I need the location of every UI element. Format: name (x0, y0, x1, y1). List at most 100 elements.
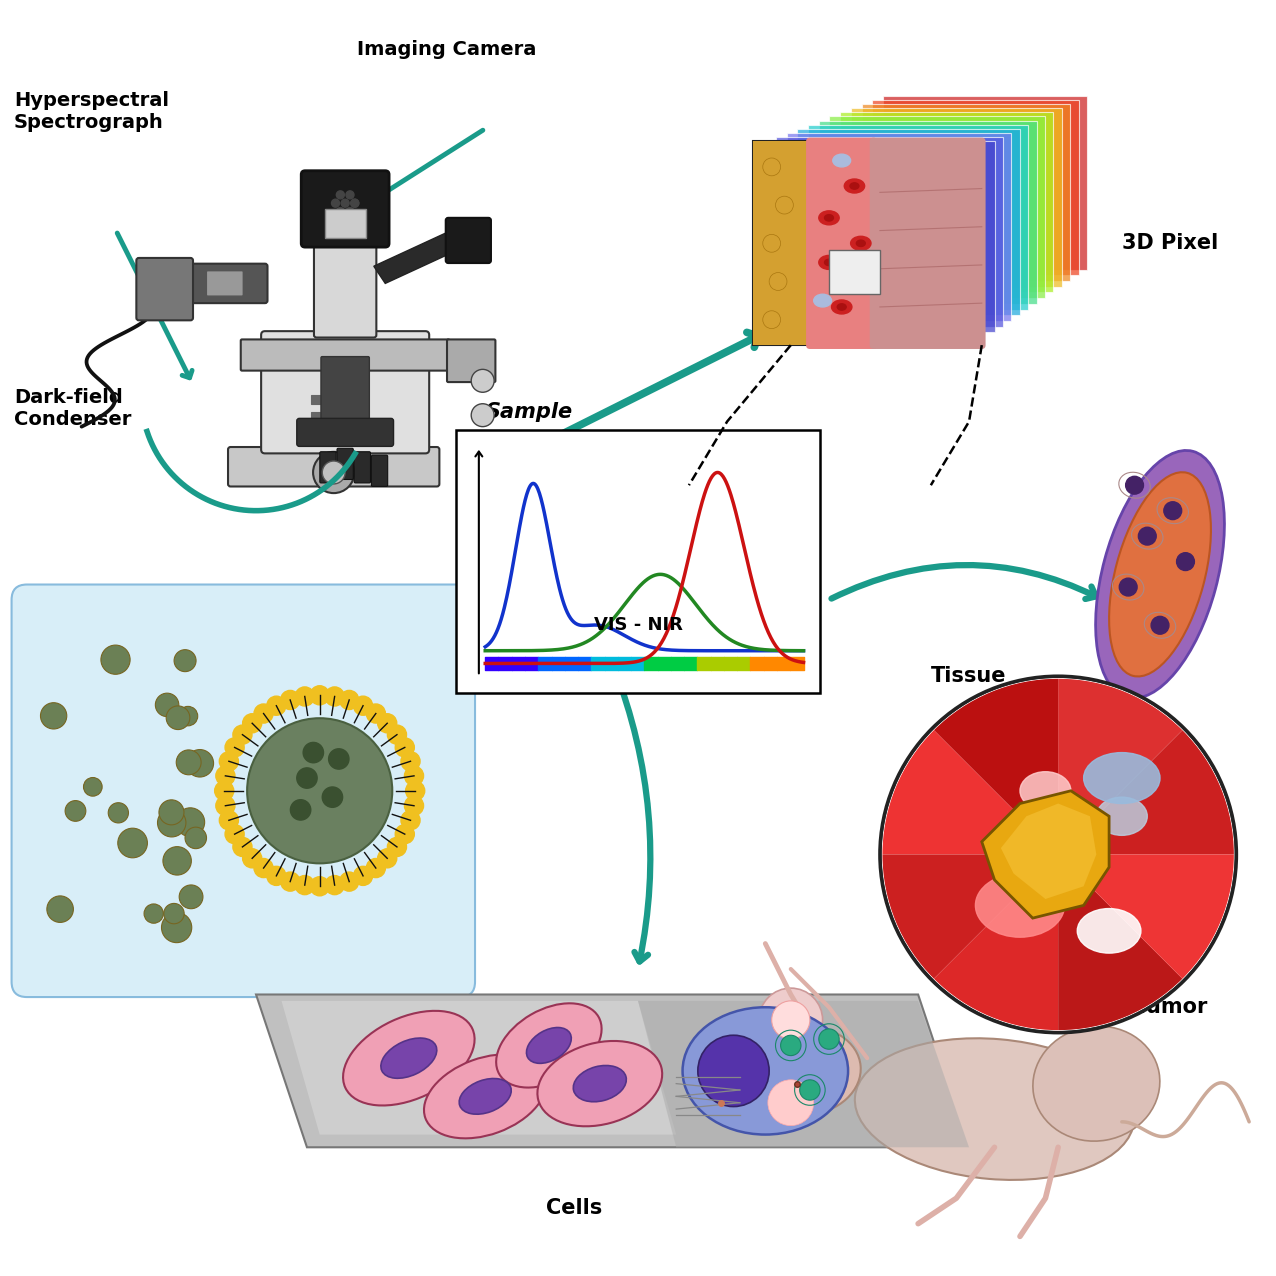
Circle shape (406, 781, 425, 800)
Circle shape (216, 767, 235, 786)
Circle shape (401, 810, 420, 829)
FancyBboxPatch shape (182, 264, 268, 304)
Text: 3D Pixel: 3D Pixel (1122, 234, 1219, 254)
Circle shape (267, 697, 286, 716)
Circle shape (254, 859, 273, 878)
Circle shape (41, 703, 66, 729)
Circle shape (401, 752, 420, 771)
Circle shape (65, 800, 85, 822)
FancyBboxPatch shape (808, 125, 1028, 310)
Circle shape (310, 877, 329, 896)
Circle shape (281, 690, 300, 709)
Ellipse shape (855, 1039, 1134, 1180)
Circle shape (156, 693, 179, 717)
Circle shape (698, 1035, 769, 1106)
FancyBboxPatch shape (207, 271, 244, 296)
Ellipse shape (380, 1039, 436, 1078)
FancyBboxPatch shape (861, 103, 1071, 281)
Ellipse shape (819, 211, 840, 225)
Text: VIS - NIR: VIS - NIR (593, 616, 683, 634)
Circle shape (234, 837, 251, 856)
Circle shape (378, 713, 397, 732)
Circle shape (396, 738, 415, 757)
Circle shape (186, 749, 213, 777)
Circle shape (471, 369, 494, 392)
FancyBboxPatch shape (870, 138, 985, 348)
Ellipse shape (850, 182, 859, 189)
FancyBboxPatch shape (851, 108, 1062, 287)
Circle shape (163, 847, 191, 875)
Circle shape (174, 649, 197, 671)
Ellipse shape (832, 300, 852, 314)
Polygon shape (981, 791, 1109, 919)
Circle shape (219, 810, 239, 829)
Circle shape (1151, 616, 1169, 634)
Ellipse shape (1109, 472, 1211, 676)
Circle shape (313, 452, 355, 493)
Wedge shape (883, 730, 1058, 855)
FancyBboxPatch shape (371, 456, 388, 486)
FancyBboxPatch shape (11, 584, 475, 997)
Circle shape (471, 403, 494, 426)
FancyBboxPatch shape (322, 356, 369, 427)
Text: Tumor: Tumor (1134, 998, 1208, 1017)
Circle shape (179, 886, 203, 909)
Circle shape (162, 912, 191, 943)
Circle shape (304, 743, 324, 763)
Circle shape (329, 749, 348, 769)
FancyBboxPatch shape (798, 129, 1020, 315)
Text: Nanoparticles: Nanoparticles (154, 975, 306, 994)
Circle shape (144, 903, 163, 924)
Ellipse shape (814, 295, 832, 308)
Ellipse shape (537, 1041, 662, 1127)
Circle shape (346, 208, 353, 216)
Circle shape (176, 750, 202, 775)
FancyBboxPatch shape (776, 138, 1003, 327)
Circle shape (1138, 527, 1156, 545)
Circle shape (216, 796, 235, 815)
Ellipse shape (819, 255, 840, 269)
FancyBboxPatch shape (766, 142, 994, 333)
Ellipse shape (1077, 909, 1141, 953)
Circle shape (291, 800, 311, 820)
Circle shape (160, 800, 184, 824)
Circle shape (325, 686, 345, 706)
Wedge shape (934, 679, 1058, 855)
FancyBboxPatch shape (324, 209, 366, 237)
Ellipse shape (1083, 753, 1160, 804)
Text: Drug-delivery: Drug-delivery (583, 526, 744, 546)
Circle shape (404, 767, 424, 786)
FancyBboxPatch shape (883, 96, 1087, 269)
Circle shape (353, 697, 373, 716)
FancyBboxPatch shape (753, 142, 810, 346)
Circle shape (323, 787, 343, 808)
Circle shape (242, 849, 262, 868)
Circle shape (337, 191, 345, 199)
Text: Dark-field
Condenser: Dark-field Condenser (14, 388, 131, 429)
Circle shape (219, 752, 239, 771)
Circle shape (310, 685, 329, 704)
Circle shape (47, 896, 74, 923)
Wedge shape (934, 855, 1058, 1030)
FancyBboxPatch shape (241, 339, 449, 370)
FancyBboxPatch shape (228, 447, 439, 486)
Ellipse shape (496, 1003, 601, 1087)
Circle shape (248, 718, 392, 864)
Ellipse shape (837, 304, 846, 310)
Circle shape (325, 875, 345, 894)
Circle shape (166, 706, 190, 730)
Circle shape (768, 1079, 814, 1125)
Circle shape (267, 866, 286, 886)
Circle shape (242, 713, 262, 732)
Ellipse shape (1032, 1026, 1160, 1141)
FancyBboxPatch shape (311, 394, 328, 403)
Circle shape (297, 768, 318, 789)
FancyBboxPatch shape (336, 390, 355, 403)
FancyBboxPatch shape (829, 250, 880, 295)
FancyBboxPatch shape (262, 332, 429, 453)
FancyBboxPatch shape (320, 452, 336, 482)
Text: Tissue: Tissue (931, 666, 1007, 686)
Wedge shape (1058, 855, 1183, 1030)
Wedge shape (1058, 679, 1183, 855)
Circle shape (337, 208, 345, 216)
